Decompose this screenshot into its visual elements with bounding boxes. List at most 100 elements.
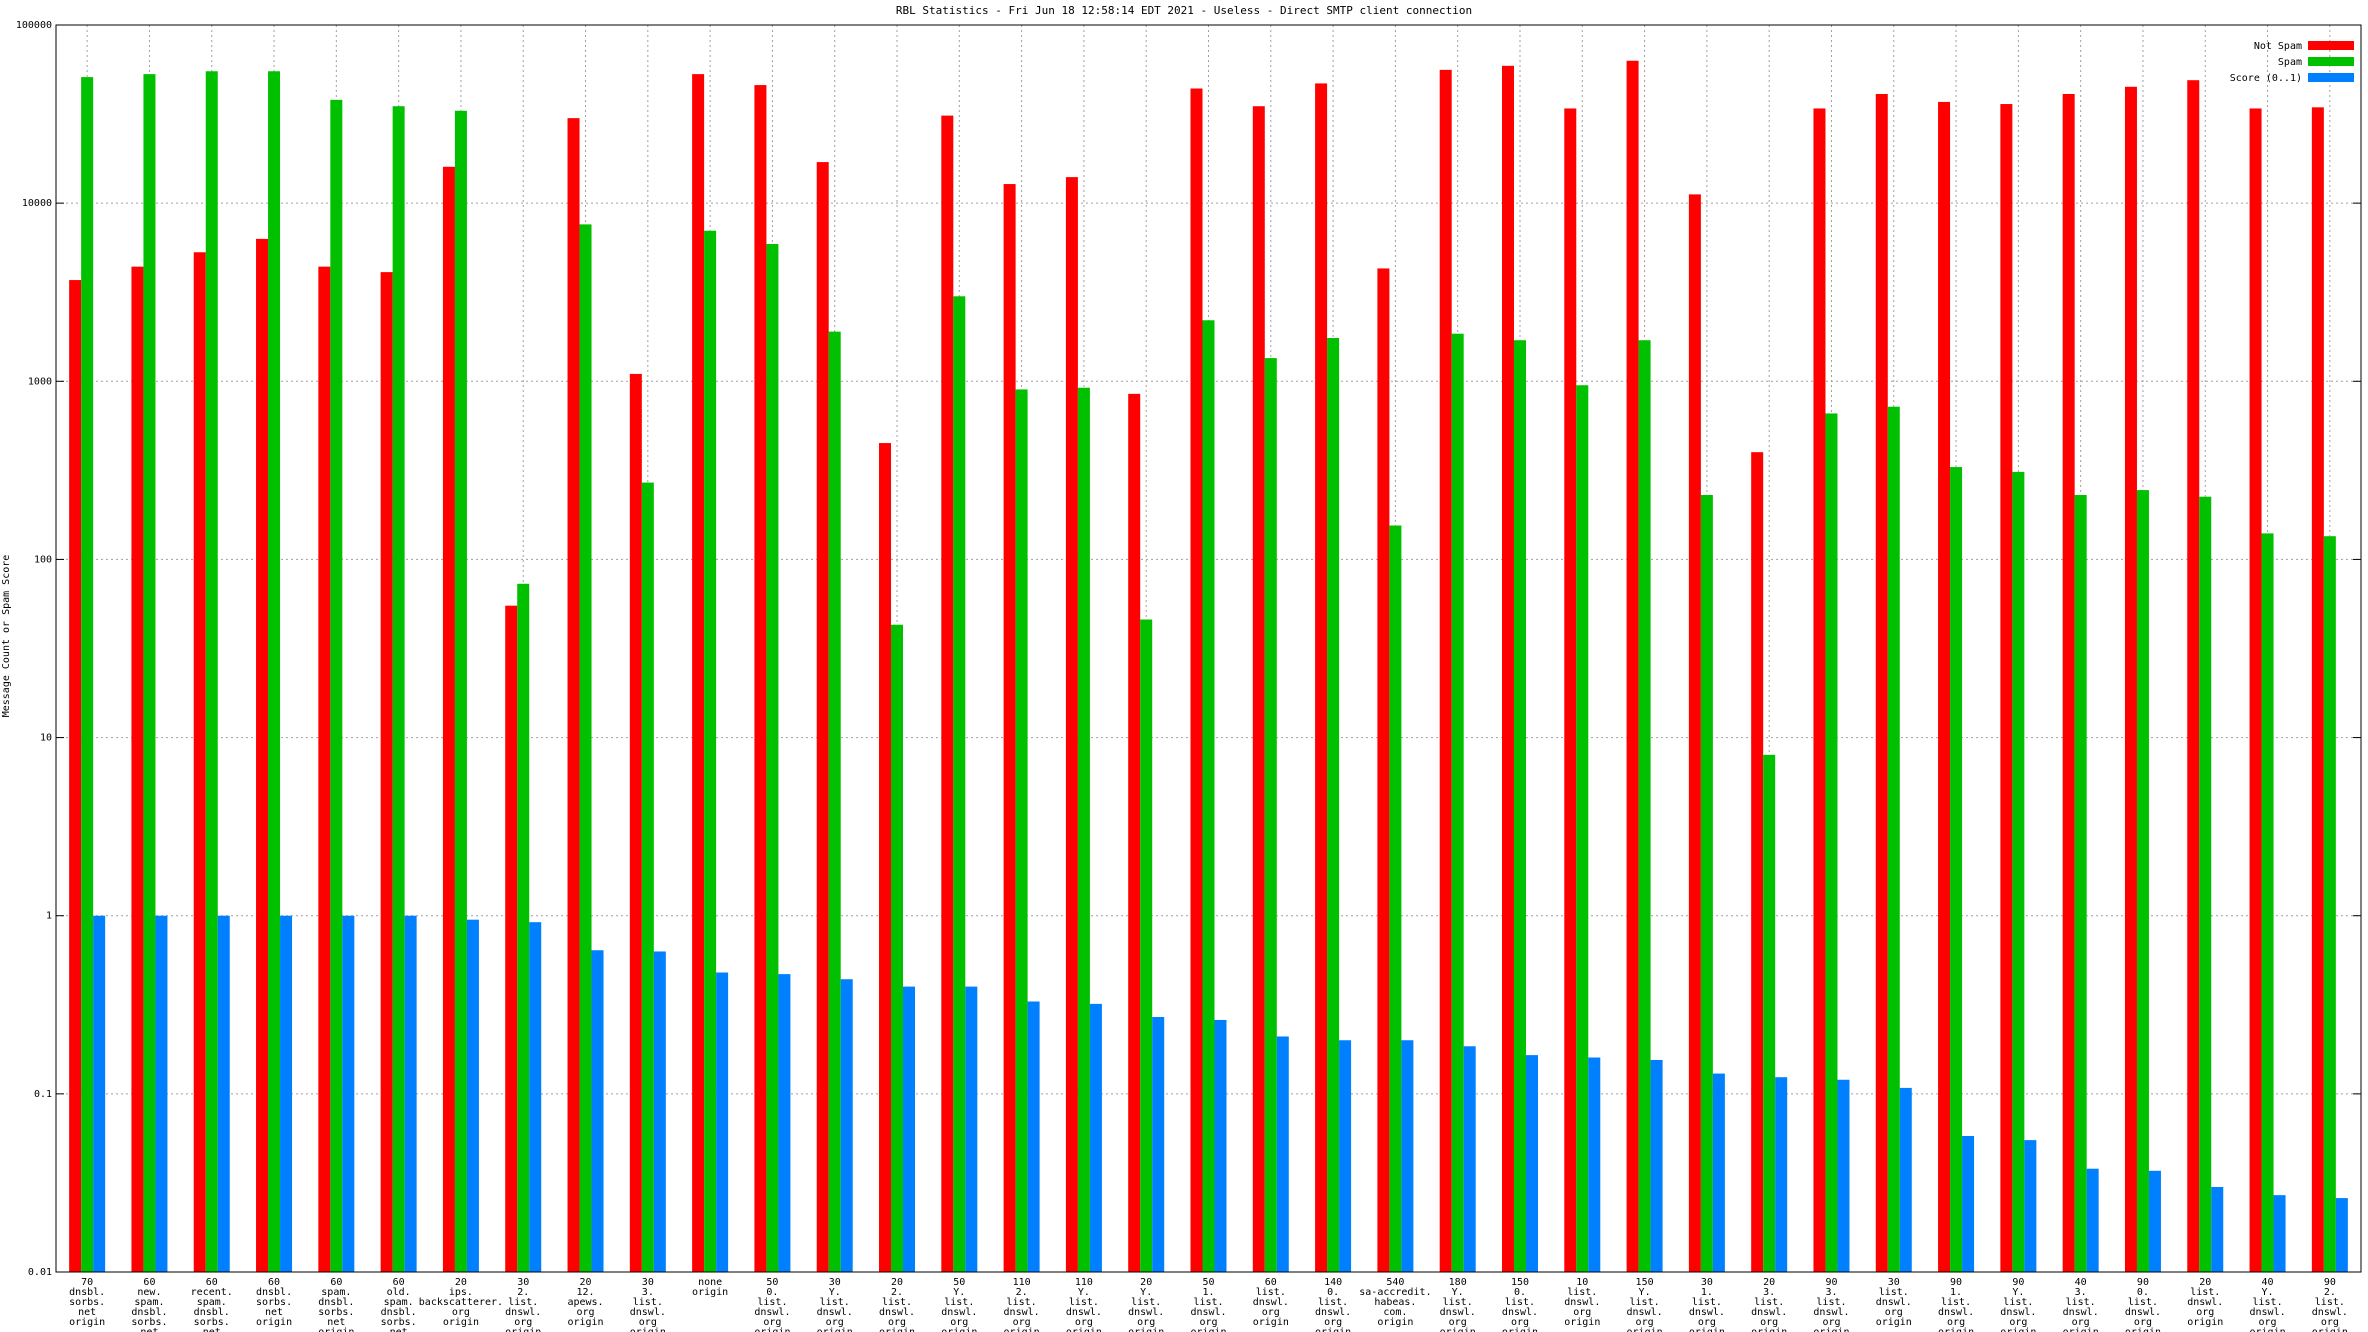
x-category-line: org	[1199, 1317, 1217, 1328]
bar	[1688, 194, 1701, 1273]
x-category-line: Y.	[953, 1287, 965, 1298]
x-category-line: origin	[1004, 1327, 1040, 1332]
bar	[1463, 1046, 1476, 1272]
x-category-line: list.	[1069, 1297, 1099, 1308]
bar	[716, 972, 729, 1272]
x-category-line: 110	[1013, 1277, 1031, 1288]
x-category-label: 20 ips. backscatterer. org origin	[419, 1277, 503, 1328]
x-category-line: 10	[1576, 1277, 1588, 1288]
bar	[2335, 1198, 2348, 1272]
x-category-line: dnswl.	[1190, 1307, 1226, 1318]
bar	[766, 243, 779, 1273]
bar	[1700, 494, 1713, 1272]
x-category-line: dnswl.	[2312, 1307, 2348, 1318]
x-category-line: list.	[1131, 1297, 1161, 1308]
x-category-line: list.	[2066, 1297, 2096, 1308]
bar	[2211, 1187, 2224, 1272]
bar	[1315, 83, 1328, 1272]
x-category-line: origin	[2187, 1317, 2223, 1328]
bar	[903, 986, 916, 1272]
x-category-line: dnswl.	[879, 1307, 915, 1318]
bar	[1588, 1057, 1601, 1272]
x-category-line: org	[2072, 1317, 2090, 1328]
x-category-line: org	[2321, 1317, 2339, 1328]
bar	[1887, 406, 1900, 1272]
x-category-line: origin	[1440, 1327, 1476, 1332]
legend-label: Not Spam	[2254, 41, 2302, 52]
x-category-line: list.	[882, 1297, 912, 1308]
bar	[692, 74, 705, 1272]
x-category-line: list.	[1630, 1297, 1660, 1308]
x-category-line: dnswl.	[1627, 1307, 1663, 1318]
x-category-line: ips.	[449, 1287, 473, 1298]
x-category-line: 30	[642, 1277, 654, 1288]
x-category-line: list.	[2315, 1297, 2345, 1308]
x-category-line: org	[1262, 1307, 1280, 1318]
x-category-line: 30	[829, 1277, 841, 1288]
y-axis-label: Message Count or Spam Score	[1, 555, 12, 718]
y-tick-labels: 0.01 0.1 1 10 100 1000 10000 100000	[16, 20, 52, 1278]
x-category-line: org	[1324, 1317, 1342, 1328]
x-category-line: dnswl.	[1502, 1307, 1538, 1318]
bar	[1152, 1017, 1165, 1272]
bar	[1128, 393, 1141, 1272]
bar	[1190, 88, 1203, 1272]
x-category-line: 2.	[891, 1287, 903, 1298]
x-category-line: 3.	[642, 1287, 654, 1298]
bar	[155, 915, 168, 1272]
x-category-line: list.	[508, 1297, 538, 1308]
bar	[529, 922, 542, 1272]
bar	[1576, 385, 1589, 1272]
bar	[1140, 619, 1153, 1272]
bars-layer	[69, 60, 2348, 1273]
x-category-line: sa-accredit.	[1359, 1287, 1431, 1298]
x-category-line: org	[1636, 1317, 1654, 1328]
x-category-line: list.	[1692, 1297, 1722, 1308]
x-category-line: dnsbl.	[194, 1307, 230, 1318]
x-category-line: dnswl.	[1315, 1307, 1351, 1318]
x-category-line: sorbs.	[381, 1317, 417, 1328]
bar	[2012, 471, 2025, 1272]
x-category-line: org	[1075, 1317, 1093, 1328]
x-category-line: Y.	[1078, 1287, 1090, 1298]
bar	[256, 238, 269, 1272]
bar	[1451, 333, 1464, 1272]
bar	[1003, 184, 1016, 1272]
bar	[2124, 86, 2137, 1272]
x-category-line: Y.	[1452, 1287, 1464, 1298]
legend-swatch	[2308, 41, 2354, 50]
x-category-line: origin	[1377, 1317, 1413, 1328]
bar	[778, 974, 791, 1272]
x-category-line: org	[1822, 1317, 1840, 1328]
legend-label: Spam	[2278, 57, 2302, 68]
x-category-line: 3.	[1763, 1287, 1775, 1298]
x-category-line: origin	[630, 1327, 666, 1332]
x-category-line: net	[265, 1307, 283, 1318]
x-category-line: dnswl.	[754, 1307, 790, 1318]
bar	[2000, 104, 2013, 1273]
x-category-line: Y.	[2012, 1287, 2024, 1298]
bar	[1775, 1077, 1788, 1272]
x-category-line: com.	[1383, 1307, 1407, 1318]
bar	[205, 71, 218, 1272]
x-category-line: 30	[517, 1277, 529, 1288]
x-category-line: origin	[2000, 1327, 2036, 1332]
x-category-label: 30 list. dnswl. org origin	[1876, 1277, 1912, 1328]
x-category-line: org	[2134, 1317, 2152, 1328]
bar	[1077, 387, 1090, 1272]
bar	[392, 106, 405, 1272]
bar	[1339, 1040, 1352, 1272]
bar	[2024, 1140, 2037, 1272]
x-category-line: list.	[1318, 1297, 1348, 1308]
x-category-line: spam.	[134, 1297, 164, 1308]
x-category-line: origin	[69, 1317, 105, 1328]
bar	[816, 162, 829, 1272]
x-category-line: backscatterer.	[419, 1297, 503, 1308]
